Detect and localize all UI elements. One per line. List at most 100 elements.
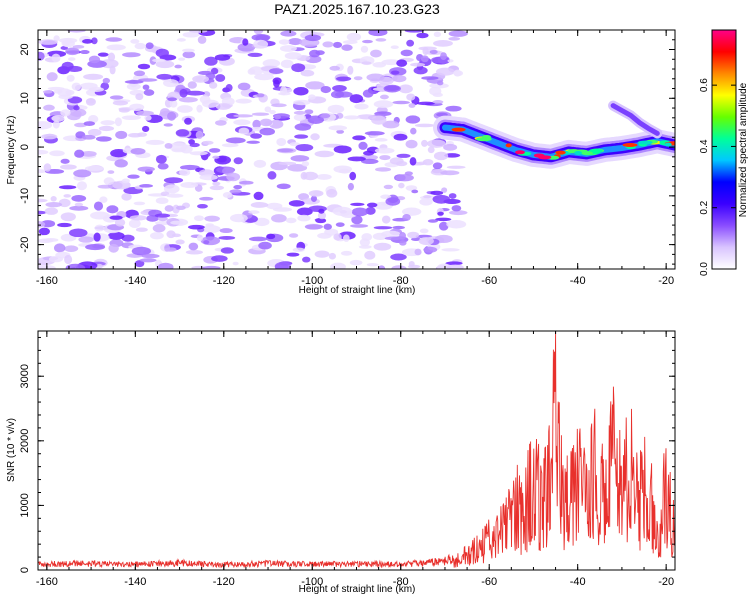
spectrogram-noise-cell [385, 197, 401, 206]
spectrogram-noise-cell [280, 86, 288, 96]
spectrogram-noise-cell [274, 114, 281, 120]
spectrogram-noise-cell [76, 181, 88, 191]
spectrogram-noise-cell [366, 73, 385, 82]
spectrogram-noise-cell [73, 105, 80, 111]
spectrogram-noise-cell [215, 120, 227, 126]
spectrogram-noise-cell [238, 127, 250, 135]
spectrogram-noise-cell [166, 193, 184, 198]
spectrogram-noise-cell [343, 115, 361, 120]
spectrogram-noise-cell [209, 185, 225, 191]
spectrogram-noise-cell [304, 224, 324, 230]
spectrogram-noise-cell [114, 159, 128, 168]
spectrogram-noise-cell [309, 49, 321, 58]
spectrogram-noise-cell [407, 231, 420, 239]
spectrogram-noise-cell [300, 171, 308, 180]
top-xtick-label: -160 [36, 275, 58, 287]
spectrogram-noise-cell [420, 55, 429, 63]
spectrogram-noise-cell [121, 193, 132, 201]
spectrogram-noise-cell [340, 250, 353, 256]
spectrogram-noise-cell [46, 72, 58, 82]
spectrogram-noise-cell [361, 233, 373, 242]
spectrogram-noise-cell [374, 147, 395, 154]
spectrogram-noise-cell [294, 134, 309, 139]
ridge-core [515, 150, 525, 155]
bottom-xtick-label: -60 [481, 576, 497, 588]
spectrogram-noise-cell [66, 65, 83, 73]
bottom-xtick-label: -80 [393, 576, 409, 588]
spectrogram-noise-cell [445, 105, 462, 112]
spectrogram-noise-cell [109, 215, 123, 220]
spectrogram-noise-cell [203, 240, 210, 245]
spectrogram-noise-cell [318, 113, 331, 119]
spectrogram-noise-cell [280, 30, 297, 37]
spectrogram-noise-cell [364, 250, 376, 260]
spectrogram-noise-cell [83, 121, 96, 126]
spectrogram-noise-cell [192, 75, 210, 83]
spectrogram-noise-cell [87, 128, 102, 137]
spectrogram-noise-cell [89, 87, 104, 92]
spectrogram-noise-cell [73, 169, 92, 178]
colorbar-tick-label: 0.6 [699, 78, 710, 92]
spectrogram-noise-cell [208, 81, 218, 89]
spectrogram-noise-cell [347, 156, 366, 162]
spectrogram-noise-cell [423, 246, 438, 253]
spectrogram-noise-cell [247, 68, 256, 75]
bottom-xlabel: Height of straight line (km) [299, 584, 416, 595]
spectrogram-noise-cell [254, 73, 274, 81]
spectrogram-noise-cell [269, 119, 284, 129]
spectrogram-noise-cell [85, 97, 96, 106]
spectrogram-noise-cell [222, 192, 233, 199]
spectrogram-noise-cell [392, 100, 410, 105]
spectrogram-noise-cell [264, 106, 272, 113]
spectrogram-noise-cell [413, 66, 428, 75]
spectrogram-noise-cell [448, 193, 457, 199]
spectrogram-noise-cell [421, 76, 439, 80]
spectrogram-noise-cell [368, 30, 388, 37]
spectrogram-noise-cell [141, 253, 160, 259]
spectrogram-noise-cell [97, 184, 114, 189]
spectrogram-noise-cell [225, 137, 246, 144]
spectrogram-noise-cell [112, 100, 129, 106]
spectrogram-noise-cell [256, 93, 265, 98]
spectrogram-noise-cell [221, 143, 239, 148]
spectrogram-noise-cell [69, 205, 89, 211]
spectrogram-noise-cell [354, 103, 369, 110]
spectrogram-noise-cell [332, 41, 343, 48]
spectrogram-noise-cell [133, 70, 146, 77]
spectrogram-noise-cell [135, 227, 148, 232]
bottom-ylabel: SNR (10 * v/v) [6, 418, 17, 482]
spectrogram-noise-cell [444, 153, 461, 158]
spectrogram-noise-cell [408, 261, 415, 267]
bottom-ytick-label: 3000 [19, 364, 31, 388]
spectrogram-noise-cell [418, 46, 437, 51]
spectrogram-noise-cell [204, 215, 220, 222]
spectrogram-noise-cell [288, 233, 299, 238]
spectrogram-noise-cell [50, 196, 57, 202]
spectrogram-noise-cell [155, 60, 175, 69]
snr-series-line [38, 331, 675, 569]
spectrogram-noise-cell [362, 39, 373, 44]
spectrogram-noise-cell [437, 211, 444, 216]
spectrogram-noise-cell [109, 65, 116, 75]
spectrogram-noise-cell [404, 30, 424, 33]
spectrogram-noise-cell [178, 97, 198, 103]
spectrogram-noise-cell [308, 190, 324, 197]
spectrogram-noise-cell [167, 111, 177, 121]
chart-title: PAZ1.2025.167.10.23.G23 [274, 1, 440, 17]
spectrogram-noise-cell [202, 140, 214, 145]
spectrogram-noise-cell [157, 163, 169, 170]
spectrogram-noise-cell [219, 228, 233, 234]
spectrogram-noise-cell [197, 70, 213, 76]
spectrogram-noise-cell [252, 119, 261, 129]
spectrogram-noise-cell [288, 38, 303, 46]
spectrogram-noise-cell [60, 109, 71, 117]
spectrogram-noise-cell [215, 103, 232, 110]
spectrogram-noise-cell [121, 234, 135, 242]
spectrogram-noise-cell [426, 139, 446, 148]
spectrogram-noise-cell [435, 217, 452, 222]
spectrogram-noise-cell [440, 170, 460, 176]
spectrogram-noise-cell [188, 242, 199, 251]
spectrogram-noise-cell [38, 51, 45, 61]
spectrogram-noise-cell [323, 223, 332, 230]
bottom-xtick-label: -160 [36, 576, 58, 588]
